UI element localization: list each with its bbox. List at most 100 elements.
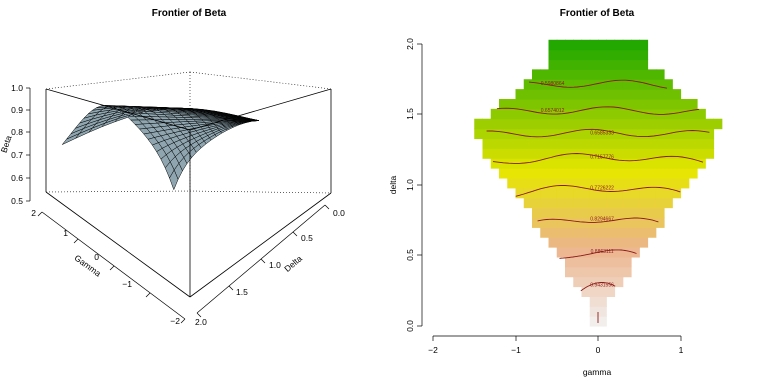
heatmap-cell xyxy=(589,98,599,110)
heatmap-cell xyxy=(647,217,657,228)
heatmap-cell xyxy=(589,256,599,268)
contour-label: 0.8863111 xyxy=(591,249,614,255)
heatmap-cell xyxy=(664,168,673,179)
heatmap-cell xyxy=(540,187,550,199)
heatmap-cell xyxy=(556,59,566,70)
heatmap-cell xyxy=(639,187,649,199)
heatmap-cell xyxy=(606,168,616,179)
heatmap-cell xyxy=(631,207,640,219)
heatmap-cell xyxy=(589,59,599,70)
heatmap-cell xyxy=(589,39,599,51)
heatmap-cell xyxy=(556,158,566,169)
heatmap-cell xyxy=(589,286,599,297)
heatmap-cell xyxy=(573,118,583,130)
box-edge-front-bottom-right xyxy=(189,192,332,298)
heatmap-cell xyxy=(680,177,690,189)
heatmap-cell xyxy=(664,177,673,189)
heatmap-cell xyxy=(573,217,583,228)
delta-tick-label: 0.5 xyxy=(301,233,313,243)
heatmap-cell xyxy=(556,217,566,228)
heatmap-cell xyxy=(556,79,566,90)
heatmap-cell xyxy=(589,158,599,169)
contour-line xyxy=(515,185,681,197)
heatmap-cell xyxy=(589,138,599,149)
heatmap-cell xyxy=(482,138,492,149)
heatmap-cell xyxy=(672,187,682,199)
heatmap-cell xyxy=(631,49,640,61)
heatmap-cell xyxy=(581,138,591,149)
heatmap-cell xyxy=(499,158,508,169)
heatmap-cell xyxy=(598,256,607,268)
heatmap-cell xyxy=(622,247,632,258)
heatmap-cell xyxy=(598,59,607,70)
heatmap-cell xyxy=(507,168,517,179)
heatmap-cell xyxy=(622,39,632,51)
heatmap-cell xyxy=(540,158,550,169)
heatmap-cell xyxy=(589,89,599,100)
heatmap-cell xyxy=(639,39,649,51)
heatmap-cell xyxy=(565,79,574,90)
heatmap-cell xyxy=(565,89,574,100)
heatmap-cell xyxy=(565,49,574,61)
heatmap-cell xyxy=(540,98,550,110)
y-tick-label: 0.5 xyxy=(405,249,415,261)
heatmap-cell xyxy=(556,207,566,219)
delta-axis: 0.0 0.5 1.0 1.5 2.0 Delta xyxy=(195,204,345,327)
heatmap-cell xyxy=(631,177,640,189)
contour-label: 0.5980864 xyxy=(541,81,565,87)
heatmap-cell xyxy=(581,168,591,179)
heatmap-cell xyxy=(540,197,550,209)
heatmap-cell xyxy=(540,217,550,228)
heatmap-cell xyxy=(639,69,649,80)
heatmap-cell xyxy=(548,118,558,130)
heatmap-cell xyxy=(523,89,533,100)
heatmap-cell xyxy=(631,89,640,100)
heatmap-cell xyxy=(664,148,673,159)
heatmap-cell xyxy=(647,168,657,179)
heatmap-cell xyxy=(655,79,665,90)
heatmap-cell xyxy=(573,197,583,209)
heatmap-cell xyxy=(705,128,715,140)
heatmap-cell xyxy=(581,177,591,189)
heatmap-cell xyxy=(556,118,566,130)
contour-line xyxy=(580,282,616,292)
heatmap-cell xyxy=(523,158,533,169)
heatmap-cell xyxy=(614,247,624,258)
heatmap-cell xyxy=(548,207,558,219)
heatmap-cell xyxy=(639,207,649,219)
delta-tick-label: 1.5 xyxy=(236,287,248,297)
heatmap-cell xyxy=(664,158,673,169)
heatmap-cell xyxy=(639,168,649,179)
heatmap-cell xyxy=(606,177,616,189)
heatmap-cell xyxy=(581,148,591,159)
heatmap-cell xyxy=(548,98,558,110)
heatmap-cell xyxy=(614,89,624,100)
heatmap-cell xyxy=(614,237,624,248)
delta-tick-mark xyxy=(324,204,330,210)
heatmap-cell xyxy=(540,108,550,120)
contour-line xyxy=(537,217,659,223)
heatmap-cell xyxy=(573,108,583,120)
heatmap-cell xyxy=(565,98,574,110)
heatmap-cell xyxy=(631,237,640,248)
heatmap-cell xyxy=(598,286,607,297)
heatmap-cell xyxy=(688,148,698,159)
heatmap-cell xyxy=(639,89,649,100)
heatmap-cell xyxy=(598,187,607,199)
heatmap-cell xyxy=(655,158,665,169)
heatmap-cell xyxy=(507,98,517,110)
heatmap-cell xyxy=(598,148,607,159)
heatmap-cell xyxy=(523,128,533,140)
heatmap-cell xyxy=(622,256,632,268)
y-tick-label: 1.5 xyxy=(405,108,415,120)
heatmap-cell xyxy=(490,128,500,140)
heatmap-cell xyxy=(606,89,616,100)
heatmap-cell xyxy=(688,168,698,179)
heatmap-cell xyxy=(639,197,649,209)
heatmap-cell xyxy=(548,138,558,149)
heatmap-cell xyxy=(540,128,550,140)
heatmap-cell xyxy=(680,148,690,159)
heatmap-cell xyxy=(515,98,525,110)
heatmap-cell xyxy=(598,168,607,179)
heatmap-cell xyxy=(589,266,599,278)
